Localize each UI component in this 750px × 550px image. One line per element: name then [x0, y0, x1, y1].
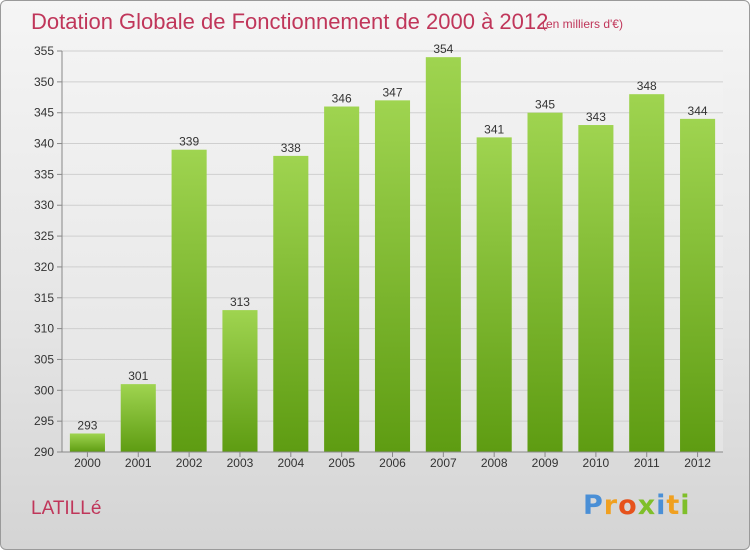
y-tick-label: 295: [34, 414, 54, 428]
bar-value-label: 341: [484, 122, 504, 136]
y-tick-label: 340: [34, 137, 54, 151]
x-tick-label: 2012: [684, 456, 711, 470]
bar-value-label: 313: [230, 295, 250, 309]
bar-2007: [425, 57, 461, 453]
logo-letter: i: [656, 490, 667, 521]
bar-value-label: 343: [586, 110, 606, 124]
y-tick-label: 330: [34, 198, 54, 212]
y-tick-label: 320: [34, 260, 54, 274]
bar-value-label: 346: [332, 92, 352, 106]
bar-2006: [374, 100, 411, 452]
y-tick-label: 305: [34, 352, 54, 366]
bar-2009: [527, 112, 563, 452]
x-tick-label: 2002: [176, 456, 203, 470]
x-tick-label: 2011: [634, 456, 660, 470]
y-tick-label: 345: [34, 106, 54, 120]
bar-2003: [222, 310, 258, 452]
y-tick-label: 310: [34, 322, 54, 336]
x-tick-label: 2001: [125, 456, 152, 470]
logo-letter: x: [637, 490, 657, 521]
x-tick-label: 2004: [277, 456, 304, 470]
bar-value-label: 347: [382, 85, 402, 99]
y-tick-label: 315: [34, 291, 54, 305]
bar-2011: [629, 94, 665, 452]
bar-2005: [324, 106, 360, 453]
logo-letter: P: [583, 490, 604, 521]
bar-2012: [680, 118, 716, 452]
logo-letter: r: [603, 490, 619, 521]
y-tick-label: 300: [34, 383, 54, 397]
bar-2001: [120, 384, 156, 452]
bar-value-label: 345: [535, 98, 555, 112]
logo-letter: i: [680, 490, 691, 521]
y-tick-label: 290: [34, 445, 54, 459]
bar-value-label: 338: [281, 141, 301, 155]
bar-value-label: 354: [433, 42, 453, 56]
y-tick-label: 350: [34, 75, 54, 89]
y-tick-label: 335: [34, 167, 54, 181]
bar-value-label: 339: [179, 135, 199, 149]
logo-letter: t: [666, 490, 681, 521]
bar-value-label: 293: [77, 418, 97, 432]
chart-title: Dotation Globale de Fonctionnement de 20…: [31, 9, 549, 34]
bar-value-label: 301: [128, 369, 148, 383]
x-tick-label: 2006: [379, 456, 406, 470]
y-tick-label: 325: [34, 229, 54, 243]
logo-letter: o: [618, 490, 638, 521]
x-tick-label: 2007: [430, 456, 457, 470]
bar-2004: [273, 155, 309, 452]
bar-2008: [476, 137, 512, 452]
bar-value-label: 344: [688, 104, 708, 118]
y-tick-label: 355: [34, 44, 54, 58]
bar-2010: [578, 125, 614, 453]
x-tick-label: 2000: [74, 456, 101, 470]
x-tick-label: 2009: [532, 456, 559, 470]
x-tick-label: 2003: [227, 456, 254, 470]
proxiti-logo: Proxiti: [583, 490, 691, 521]
bar-value-label: 348: [637, 79, 657, 93]
chart-subtitle: (en milliers d'€): [542, 17, 623, 31]
x-tick-label: 2008: [481, 456, 508, 470]
commune-name: LATILLé: [31, 498, 102, 519]
bar-2000: [69, 433, 105, 452]
x-tick-label: 2010: [583, 456, 610, 470]
bar-2002: [171, 149, 207, 452]
x-tick-label: 2005: [328, 456, 355, 470]
